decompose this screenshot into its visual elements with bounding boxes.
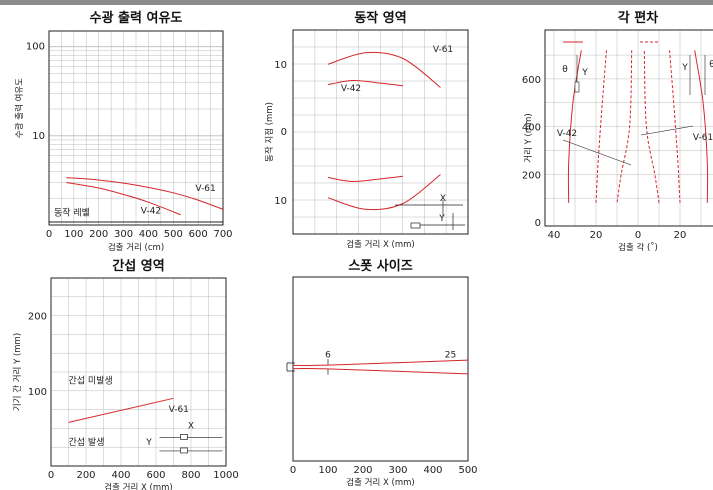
x-axis-label: 검출 거리 X (mm) <box>346 239 414 250</box>
inset-label-y: Y <box>581 68 588 78</box>
x-axis-label: 검출 거리 X (mm) <box>346 477 414 488</box>
x-tick-label: 1000 <box>213 470 238 481</box>
spot-size-label-500: 25 <box>445 351 456 361</box>
y-tick-label: 10 <box>274 60 287 71</box>
series-line-v61-left <box>567 50 582 203</box>
y-tick-label: 0 <box>535 218 541 229</box>
y-tick-label: 400 <box>522 123 541 134</box>
y-tick-label: 10 <box>274 196 287 207</box>
inset-label-y: Y <box>145 438 152 448</box>
series-line <box>292 367 469 375</box>
series-label-v61: V-61 <box>195 184 215 194</box>
x-tick-label: 0 <box>290 465 296 476</box>
inset-label-x: X <box>440 194 446 204</box>
y-axis-label: 기기 간 거리 Y (mm) <box>12 333 23 411</box>
chart-title: 각 편차 <box>618 10 658 26</box>
series-label-v42: V-42 <box>341 84 361 94</box>
series-line <box>292 359 469 367</box>
sensor-icon <box>410 222 421 229</box>
series-line-inner-left <box>616 50 633 203</box>
x-axis-label: 검출 거리 (cm) <box>108 242 164 253</box>
plot-frame <box>292 29 469 235</box>
inset-label-theta: θ <box>562 65 568 75</box>
x-tick-label: 100 <box>64 229 83 240</box>
x-axis-label: 검출 거리 X (mm) <box>104 482 172 490</box>
x-tick-label: 800 <box>181 470 200 481</box>
x-tick-label: 40 <box>548 230 561 241</box>
sensor-icon <box>574 81 580 93</box>
y-tick-label: 10 <box>32 131 45 142</box>
x-tick-label: 600 <box>146 470 165 481</box>
y-tick-label: 200 <box>522 170 541 181</box>
leader-line <box>640 125 694 136</box>
chart-title: 간섭 영역 <box>112 258 164 274</box>
series-line <box>66 177 224 210</box>
x-tick-label: 700 <box>213 229 232 240</box>
x-tick-label: 0 <box>48 470 54 481</box>
chart-title: 동작 영역 <box>354 10 406 26</box>
series-line-lower <box>327 174 441 211</box>
y-axis-label: 동작 지점 (mm) <box>264 102 275 162</box>
series-line-upper <box>327 51 441 88</box>
x-tick-label: 400 <box>423 465 442 476</box>
series-label-v42: V-42 <box>557 129 577 139</box>
plot-frame <box>50 277 227 467</box>
x-tick-label: 400 <box>139 229 158 240</box>
x-axis-label: 검출 각 (˚) <box>618 242 658 253</box>
y-tick-label: 100 <box>26 42 45 53</box>
x-tick-label: 200 <box>353 465 372 476</box>
x-tick-label: 600 <box>189 229 208 240</box>
x-tick-label: 200 <box>76 470 95 481</box>
x-tick-label: 20 <box>674 230 687 241</box>
sensor-icon <box>180 434 188 440</box>
chart-title: 스폿 사이즈 <box>348 258 412 274</box>
series-line <box>68 397 174 423</box>
x-tick-label: 500 <box>458 465 477 476</box>
x-tick-label: 300 <box>114 229 133 240</box>
x-tick-label: 500 <box>164 229 183 240</box>
inset-label-theta-right: θ <box>709 60 713 70</box>
sensor-icon <box>180 447 188 454</box>
y-tick-label: 200 <box>28 312 47 323</box>
x-tick-label: 300 <box>388 465 407 476</box>
series-line-inner-right <box>643 50 660 203</box>
inset-label-x: X <box>188 421 194 431</box>
x-tick-label: 0 <box>46 229 52 240</box>
series-label-v61: V-61 <box>169 405 189 415</box>
region-label-interference: 간섭 발생 <box>69 437 105 448</box>
series-line-v42-left <box>595 50 607 203</box>
series-label-v61: V-61 <box>433 45 453 55</box>
series-line-v42-right <box>669 50 681 203</box>
x-tick-label: 400 <box>111 470 130 481</box>
series-label-v42: V-42 <box>141 206 161 216</box>
y-tick-label: 600 <box>522 75 541 86</box>
x-tick-label: 0 <box>635 230 641 241</box>
x-tick-label: 100 <box>318 465 337 476</box>
y-axis-label: 거리 Y (mm) <box>524 113 534 162</box>
leader-line <box>562 139 632 166</box>
series-line-lower <box>327 175 404 183</box>
series-line <box>66 182 181 216</box>
series-line-upper <box>327 79 404 87</box>
plot-frame <box>48 30 224 226</box>
plot-frame <box>544 29 713 227</box>
series-line-v61-right <box>694 50 709 203</box>
y-tick-label: 100 <box>28 387 47 398</box>
operating-level-label: 동작 레벨 <box>54 207 90 218</box>
region-label-no-interference: 간섭 미발생 <box>69 375 113 386</box>
x-tick-label: 20 <box>590 230 603 241</box>
inset-label-y-right: Y <box>681 63 688 73</box>
y-axis-label: 수광 출력 여유도 <box>14 78 25 138</box>
header-bar <box>0 0 713 5</box>
chart-title: 수광 출력 여유도 <box>90 10 183 26</box>
spot-size-label-100: 6 <box>325 351 331 361</box>
y-tick-label: 0 <box>281 127 287 138</box>
series-label-v61: V-61 <box>693 133 713 143</box>
x-tick-label: 200 <box>89 229 108 240</box>
inset-label-y: Y <box>438 214 445 224</box>
